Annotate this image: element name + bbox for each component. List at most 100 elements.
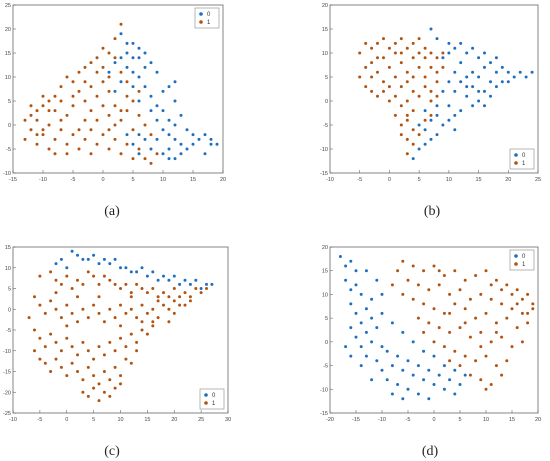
point-class-1 — [423, 56, 427, 60]
point-class-0 — [167, 147, 171, 151]
point-class-1 — [59, 282, 63, 286]
point-class-0 — [459, 80, 463, 84]
point-class-1 — [86, 270, 90, 274]
point-class-1 — [59, 85, 63, 89]
point-class-1 — [92, 274, 96, 278]
point-class-0 — [131, 70, 135, 74]
plot-frame — [12, 246, 229, 414]
point-class-0 — [437, 373, 441, 377]
point-class-1 — [411, 128, 415, 132]
point-class-1 — [494, 330, 498, 334]
y-tick-label: -10 — [3, 349, 11, 355]
point-class-1 — [131, 99, 135, 103]
point-class-0 — [401, 397, 405, 401]
point-class-0 — [354, 311, 358, 315]
legend-label: 1 — [522, 262, 526, 268]
x-tick-label: 5 — [92, 417, 95, 423]
point-class-0 — [385, 349, 389, 353]
point-class-1 — [468, 297, 472, 301]
x-tick-label: 30 — [225, 417, 231, 423]
point-class-0 — [530, 70, 534, 74]
point-class-1 — [423, 75, 427, 79]
legend-label: 0 — [522, 153, 526, 159]
point-class-1 — [162, 291, 165, 295]
point-class-0 — [489, 80, 492, 84]
point-class-0 — [125, 51, 129, 55]
point-class-1 — [411, 75, 415, 79]
y-tick-label: 20 — [322, 3, 328, 9]
point-class-1 — [49, 270, 53, 274]
point-class-1 — [405, 137, 409, 141]
point-class-0 — [489, 61, 492, 65]
point-class-1 — [119, 382, 122, 386]
point-class-1 — [448, 292, 452, 296]
point-class-1 — [370, 89, 374, 93]
point-class-1 — [453, 269, 457, 273]
point-class-1 — [364, 65, 368, 69]
point-class-0 — [396, 383, 400, 386]
point-class-1 — [131, 128, 135, 132]
point-class-1 — [411, 264, 415, 268]
point-class-0 — [518, 70, 522, 74]
point-class-1 — [432, 340, 436, 344]
point-class-0 — [447, 118, 451, 122]
point-class-1 — [76, 370, 79, 373]
point-class-1 — [27, 316, 31, 320]
x-tick-label: 10 — [160, 177, 166, 183]
x-tick-label: -5 — [406, 417, 411, 423]
point-class-1 — [390, 283, 394, 287]
point-class-1 — [463, 307, 467, 311]
point-class-0 — [344, 345, 348, 349]
point-class-1 — [107, 128, 111, 132]
point-class-0 — [209, 137, 213, 141]
point-class-1 — [396, 269, 400, 273]
point-class-1 — [411, 142, 415, 146]
point-class-0 — [210, 282, 214, 286]
point-class-1 — [370, 75, 374, 79]
point-class-1 — [76, 320, 79, 324]
point-class-1 — [399, 51, 403, 55]
point-class-1 — [89, 109, 93, 113]
point-class-0 — [65, 266, 69, 270]
point-class-1 — [441, 51, 445, 55]
point-class-1 — [23, 118, 27, 122]
point-class-0 — [471, 104, 475, 108]
point-class-0 — [411, 373, 415, 377]
point-class-0 — [380, 311, 384, 315]
point-class-0 — [447, 80, 451, 84]
point-class-1 — [149, 161, 153, 165]
point-class-1 — [43, 361, 47, 365]
point-class-0 — [86, 257, 90, 261]
point-class-0 — [209, 142, 213, 146]
point-class-0 — [432, 354, 436, 358]
point-class-1 — [38, 357, 42, 361]
point-class-1 — [172, 299, 176, 303]
point-class-0 — [435, 37, 439, 41]
y-tick-label: 5 — [325, 316, 328, 322]
point-class-1 — [364, 85, 368, 89]
point-class-1 — [102, 353, 106, 357]
point-class-1 — [429, 99, 433, 103]
point-class-0 — [458, 383, 462, 386]
y-tick-label: -10 — [320, 387, 328, 393]
point-class-0 — [453, 368, 457, 372]
point-class-1 — [205, 287, 208, 290]
plot-frame — [329, 246, 539, 414]
point-class-0 — [143, 51, 147, 55]
point-class-1 — [399, 61, 403, 65]
point-class-1 — [38, 303, 42, 307]
point-class-0 — [390, 321, 394, 325]
legend-marker — [514, 161, 518, 165]
point-class-1 — [101, 65, 105, 69]
point-class-0 — [137, 99, 141, 103]
y-tick-label: 15 — [5, 51, 11, 57]
point-class-1 — [107, 89, 111, 93]
x-tick-label: 20 — [220, 177, 226, 183]
point-class-0 — [427, 397, 431, 401]
point-class-0 — [349, 354, 353, 358]
x-tick-label: -5 — [357, 177, 362, 183]
point-class-1 — [65, 75, 69, 79]
point-class-1 — [145, 332, 149, 336]
